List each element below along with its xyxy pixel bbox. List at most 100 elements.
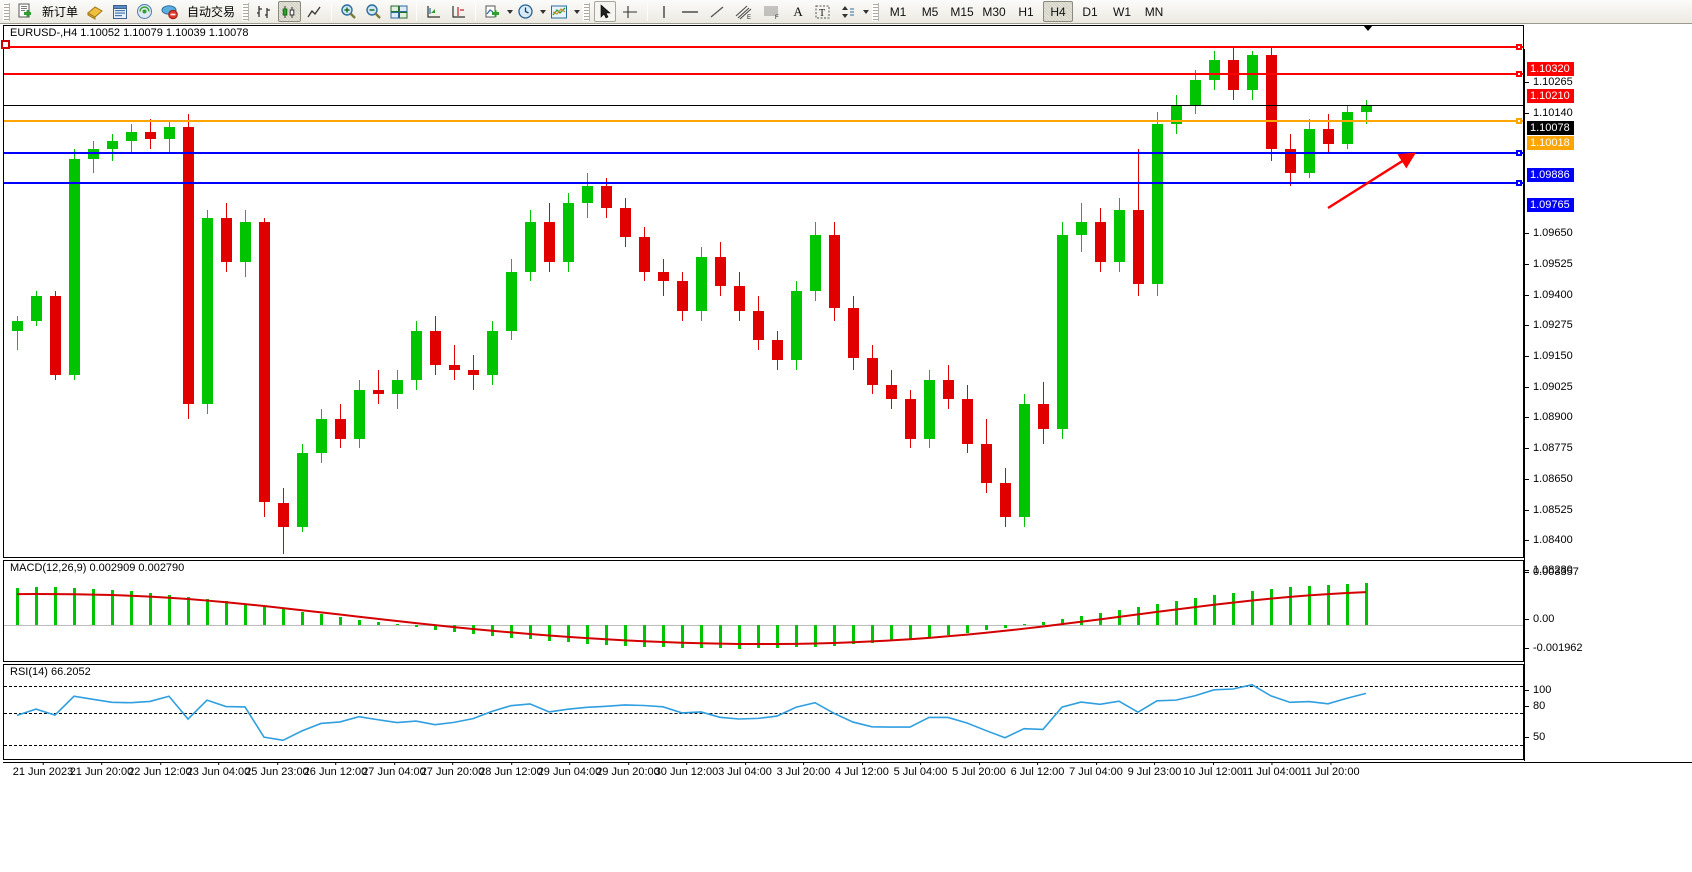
price-tick: 1.08525 (1525, 504, 1573, 516)
level-handle[interactable] (1516, 179, 1522, 186)
signals-icon[interactable] (133, 1, 156, 22)
candle-body (867, 357, 878, 385)
candle-wick (378, 369, 379, 405)
price-tag-support[interactable]: 1.09765 (1527, 197, 1574, 212)
candlestick-chart-icon[interactable] (278, 1, 302, 22)
time-tick: 10 Jul 12:00 (1183, 762, 1243, 778)
data-window-icon[interactable] (109, 1, 131, 22)
price-tag-support[interactable]: 1.09886 (1527, 168, 1574, 183)
level-handle[interactable] (1516, 43, 1522, 50)
line-chart-icon[interactable] (303, 1, 326, 22)
price-pane[interactable]: EURUSD-,H4 1.10052 1.10079 1.10039 1.100… (3, 25, 1524, 558)
toolbar-grip-3[interactable] (583, 2, 591, 21)
macd-bar (377, 622, 380, 625)
autotrading-icon[interactable] (158, 1, 182, 22)
time-tick: 27 Jun 20:00 (420, 762, 485, 778)
trend-line-icon[interactable] (705, 1, 729, 22)
timeframe-h1[interactable]: H1 (1018, 4, 1034, 19)
timeframe-w1[interactable]: W1 (1113, 4, 1132, 19)
macd-bar (719, 625, 722, 649)
candle-body (1057, 234, 1068, 429)
timeframe-m1[interactable]: M1 (889, 4, 907, 19)
horizontal-line-icon[interactable] (677, 1, 703, 22)
price-tag-last-price[interactable]: 1.10078 (1527, 121, 1574, 136)
chart-area[interactable]: EURUSD-,H4 1.10052 1.10079 1.10039 1.100… (0, 24, 1692, 872)
new-order-label[interactable]: 新订单 (42, 5, 79, 19)
macd-bar (928, 625, 931, 638)
crosshair-icon[interactable] (618, 1, 642, 22)
rsi-tick: 80 (1525, 700, 1545, 712)
macd-bar (1061, 618, 1064, 625)
timeframe-m30[interactable]: M30 (982, 4, 1006, 19)
candle-body (981, 443, 992, 483)
crosshair-glyph (623, 5, 638, 18)
bar-chart-icon[interactable] (253, 1, 276, 22)
timeframe-mn[interactable]: MN (1144, 4, 1164, 19)
rsi-pane[interactable]: RSI(14) 66.2052 (3, 664, 1524, 760)
vertical-line-icon[interactable] (653, 1, 675, 22)
toolbar-grip-2[interactable] (242, 2, 250, 21)
macd-bar (54, 587, 57, 625)
templates-dropdown-caret[interactable] (574, 9, 581, 14)
fibonacci-retracement-icon[interactable]: F (759, 1, 785, 22)
periods-dropdown-caret[interactable] (540, 9, 547, 14)
text-label-icon[interactable]: T (811, 1, 834, 22)
shapes-icon[interactable] (836, 1, 860, 22)
macd-bar (909, 625, 912, 640)
zoom-in-icon[interactable] (337, 1, 360, 22)
price-tick: 1.10265 (1525, 76, 1573, 88)
scroll-marker-caret (1363, 25, 1373, 31)
price-axis[interactable]: 1.10320 1.10210 1.10078 1.10018 1.09886 1.097… (1524, 49, 1692, 790)
autotrading-label[interactable]: 自动交易 (187, 5, 236, 19)
zoom-out-icon[interactable] (362, 1, 385, 22)
candle-body (829, 234, 840, 309)
time-tick: 23 Jun 04:00 (186, 762, 251, 778)
shapes-dropdown-caret[interactable] (863, 9, 870, 14)
candle-body (734, 286, 745, 311)
macd-bar (168, 594, 171, 625)
candle-body (1038, 404, 1049, 429)
tile-windows-icon[interactable] (387, 1, 411, 22)
price-tag-bid[interactable]: 1.10018 (1527, 135, 1574, 150)
main-toolbar: 新订单 自动交易 (0, 0, 1692, 24)
candle-body (772, 340, 783, 361)
toolbar-grip-4[interactable] (872, 2, 880, 21)
time-axis[interactable]: 21 Jun 2023 21 Jun 20:00 22 Jun 12:00 23 Ju… (3, 762, 1692, 784)
periods-icon[interactable] (514, 1, 537, 22)
price-tag-resistance[interactable]: 1.10320 (1527, 61, 1574, 76)
candle-body (677, 281, 688, 311)
timeframe-m5[interactable]: M5 (921, 4, 939, 19)
expert-advisors-icon[interactable] (83, 1, 107, 22)
candle-body (31, 296, 42, 321)
level-handle[interactable] (1516, 117, 1522, 124)
candle-body (1209, 60, 1220, 81)
macd-pane[interactable]: MACD(12,26,9) 0.002909 0.002790 (3, 560, 1524, 662)
new-order-icon[interactable] (14, 1, 37, 22)
timeframe-h4[interactable]: H4 (1043, 1, 1074, 22)
templates-icon[interactable] (547, 1, 571, 22)
macd-bar (1175, 600, 1178, 625)
candle-body (791, 291, 802, 361)
level-handle[interactable] (1516, 150, 1522, 157)
cursor-icon[interactable] (594, 1, 617, 22)
text-icon[interactable]: A (787, 1, 809, 22)
toolbar-separator-1 (331, 2, 333, 21)
indicators-dropdown-caret[interactable] (507, 9, 514, 14)
level-line (4, 45, 1523, 48)
chart-shift-icon[interactable] (422, 1, 445, 22)
macd-bar (700, 625, 703, 649)
rsi-level-80 (4, 686, 1523, 687)
price-tag-resistance[interactable]: 1.10210 (1527, 88, 1574, 103)
level-handle[interactable] (1516, 70, 1522, 77)
timeframe-m15[interactable]: M15 (950, 4, 974, 19)
auto-scroll-icon[interactable] (447, 1, 470, 22)
timeframe-d1[interactable]: D1 (1082, 4, 1098, 19)
candle-body (696, 256, 707, 311)
toolbar-grip[interactable] (3, 2, 10, 21)
rsi-line (16, 683, 1367, 742)
candle-body (145, 131, 156, 139)
indicators-icon[interactable] (481, 1, 504, 22)
equidistant-channel-icon[interactable]: E (731, 1, 757, 22)
macd-bar (662, 625, 665, 648)
time-tick: 30 Jun 12:00 (654, 762, 719, 778)
